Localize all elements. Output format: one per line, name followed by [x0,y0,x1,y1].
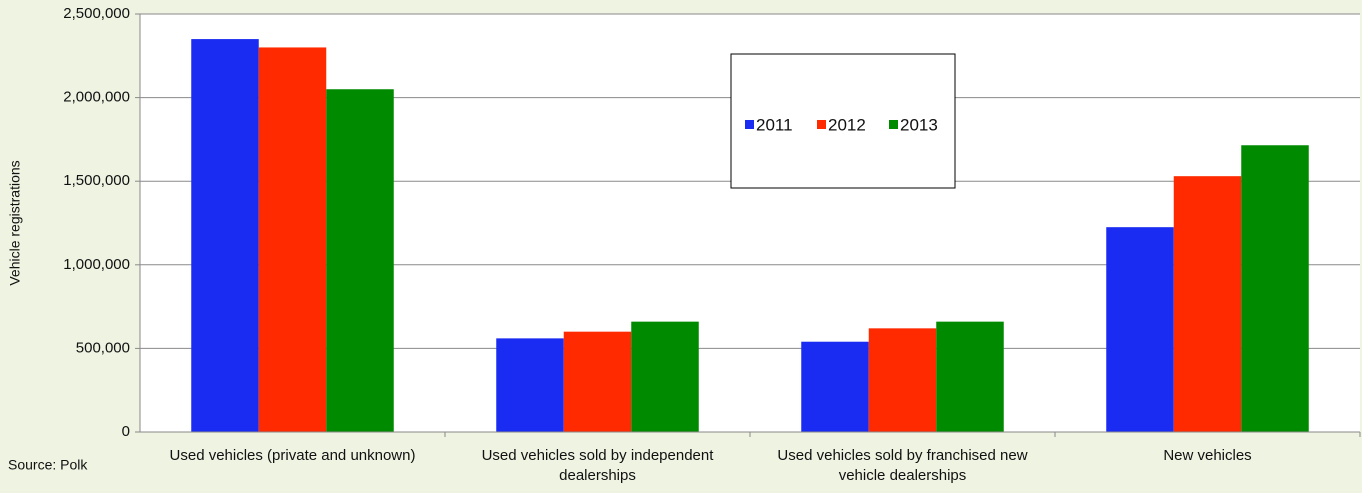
y-tick-label: 2,500,000 [63,5,130,22]
x-tick-label: Used vehicles (private and unknown) [170,447,416,464]
legend-box [730,53,956,189]
y-tick-label: 1,500,000 [63,172,130,189]
x-tick-label: New vehicles [1163,447,1251,464]
x-tick-label-line: dealerships [559,467,636,484]
legend-label: 2011 [756,115,793,134]
bar [496,338,564,432]
x-tick-label-line: Used vehicles (private and unknown) [170,447,416,464]
bar [191,39,259,432]
bar [936,321,1004,432]
bar [258,47,327,432]
x-tick-label-line: vehicle dealerships [839,467,967,484]
y-tick-label: 0 [122,423,130,440]
y-tick-label: 1,000,000 [63,256,130,273]
annotation: Source: Polk [8,457,88,473]
legend-swatch [817,120,826,129]
bar [868,328,937,432]
bar [631,321,699,432]
x-tick-label-line: New vehicles [1163,447,1251,464]
x-tick-label: Used vehicles sold by franchised new vehi… [777,447,1027,484]
legend-swatch [745,120,754,129]
legend-label: 2012 [828,115,866,134]
x-tick-label: Used vehicles sold by independent dealers… [482,447,715,484]
bar [1173,176,1242,432]
x-tick-label-line: Used vehicles sold by independent [482,447,715,464]
bar [1106,227,1174,432]
bar [563,331,632,432]
y-tick-label: 2,000,000 [63,89,130,106]
bar [1241,145,1309,432]
bar [326,89,394,433]
y-tick-label: 500,000 [76,339,130,356]
legend-label: 2013 [900,115,938,134]
legend-swatch [889,120,898,129]
bar [801,341,869,432]
x-tick-label-line: Used vehicles sold by franchised new [777,447,1027,464]
y-axis-label: Vehicle registrations [7,160,23,285]
